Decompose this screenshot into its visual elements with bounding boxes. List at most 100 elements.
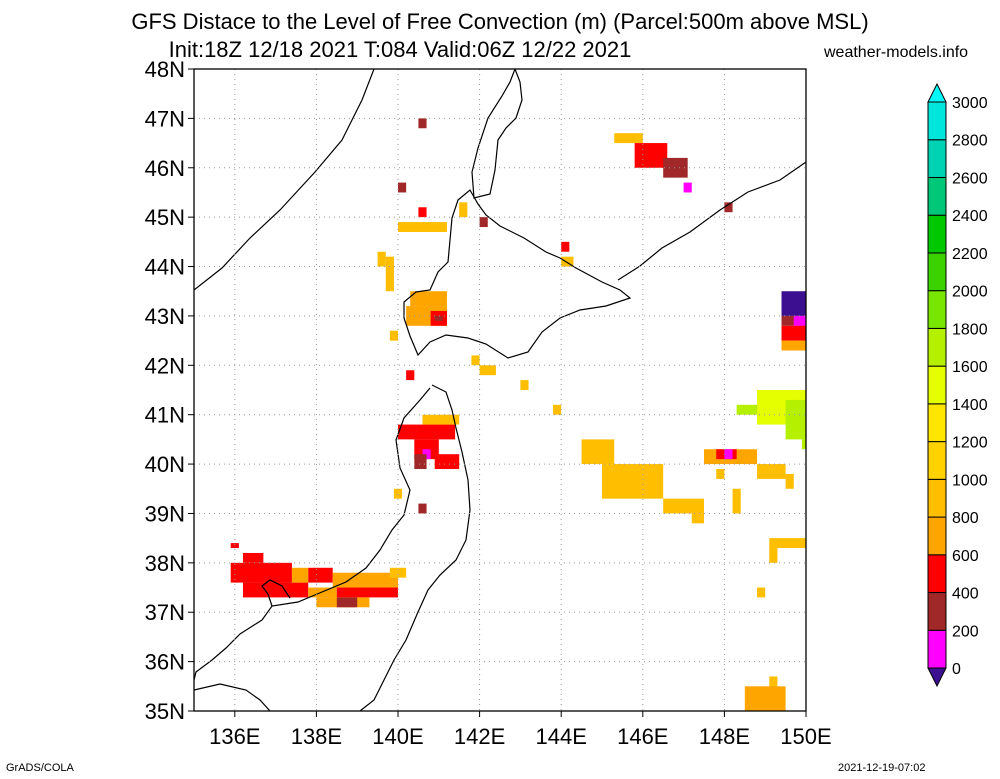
colorbar-label: 2400 [952, 208, 988, 225]
field-cell [785, 473, 794, 489]
lon-label: 138E [291, 724, 342, 749]
field-cell [308, 587, 337, 598]
lon-label: 136E [209, 724, 260, 749]
lat-label: 37N [145, 600, 185, 625]
colorbar-segment [927, 176, 947, 216]
coastline-continent [194, 69, 375, 291]
field-cell [724, 202, 733, 213]
field-cell [389, 330, 398, 341]
coastline-noto [261, 579, 291, 607]
field-cell [230, 543, 239, 549]
field-cell [418, 503, 427, 514]
field-cell [410, 291, 447, 307]
coastlines [194, 69, 806, 711]
field-cell [230, 562, 292, 583]
plot-frame [193, 68, 807, 712]
field-cell [479, 365, 496, 376]
field-cell [398, 182, 407, 193]
field-cell [377, 251, 386, 267]
field-cell [418, 118, 427, 129]
colorbar-label: 1600 [952, 359, 988, 376]
field-cell [398, 222, 447, 232]
field-cell [781, 340, 806, 351]
colorbar-segment [927, 554, 947, 594]
field-cell [724, 449, 733, 460]
lon-labels: 136E 138E 140E 142E 144E 146E 148E 150E [209, 724, 832, 749]
field-cell [332, 572, 398, 588]
lat-label: 44N [145, 255, 185, 280]
field-cell [398, 424, 456, 440]
colorbar-label: 400 [952, 586, 979, 603]
colorbar-segment [927, 365, 947, 405]
colorbar-segment [927, 327, 947, 367]
colorbar-segment [927, 214, 947, 254]
field-cell [406, 370, 415, 381]
lat-label: 46N [145, 156, 185, 181]
field-cell [308, 567, 333, 583]
colorbar-label: 3000 [952, 95, 988, 112]
lat-label: 36N [145, 650, 185, 675]
map-title: GFS Distace to the Level of Free Convect… [131, 9, 869, 34]
colorbar-segment [927, 403, 947, 443]
lon-label: 150E [780, 724, 831, 749]
field-cell [561, 256, 574, 267]
field-cell [336, 597, 358, 608]
lon-label: 142E [454, 724, 505, 749]
colorbar-segment [927, 290, 947, 329]
field-cell [553, 404, 562, 415]
colorbar-label: 2200 [952, 246, 988, 263]
field-cell [581, 439, 615, 465]
lon-label: 140E [372, 724, 423, 749]
field-cell [520, 380, 529, 390]
coastline-kuril [617, 161, 806, 281]
field-cell [663, 157, 688, 178]
field-cell [744, 686, 786, 711]
lat-label: 35N [145, 699, 185, 724]
field-cell [663, 498, 704, 514]
field-cell [434, 315, 443, 321]
map-subtitle: Init:18Z 12/18 2021 T:084 Valid:06Z 12/2… [168, 37, 632, 62]
field-cell [434, 454, 460, 470]
lat-label: 42N [145, 353, 185, 378]
field-cell [781, 291, 806, 316]
field-cell [459, 202, 468, 218]
field-cell [781, 325, 806, 341]
colorbar-label: 2000 [952, 284, 988, 301]
field-cell [801, 439, 806, 450]
field-cell [393, 488, 403, 499]
field-cell [422, 414, 460, 425]
field-cell [471, 355, 480, 366]
coastline-south [194, 683, 271, 711]
field-cell [716, 469, 725, 479]
field-cell [336, 587, 398, 598]
colorbar-segment [927, 478, 947, 518]
coastline-honshu-west [194, 387, 431, 681]
field-cell [683, 182, 692, 193]
field-cell [479, 217, 488, 228]
colorbar-segment [927, 592, 947, 631]
field-cell [757, 464, 786, 479]
lon-label: 148E [699, 724, 750, 749]
footer-right: 2021-12-19-07:02 [838, 762, 926, 774]
field-cell [614, 133, 643, 144]
colorbar-label: 1800 [952, 321, 988, 338]
colorbar-bottom-arrow [927, 667, 947, 688]
colorbar-top-arrow [927, 82, 947, 103]
lat-label: 41N [145, 403, 185, 428]
colorbar-label: 2800 [952, 133, 988, 150]
field-cell [691, 513, 704, 524]
field-cell [414, 454, 427, 470]
colorbar-label: 0 [952, 661, 961, 678]
colorbar-label: 600 [952, 548, 979, 565]
field-cell [785, 399, 806, 440]
field-cell [769, 676, 778, 692]
colorbar-label: 200 [952, 623, 979, 640]
lat-label: 48N [145, 57, 185, 82]
lat-label: 40N [145, 452, 185, 477]
lat-label: 43N [145, 304, 185, 329]
colorbar-segment [927, 101, 947, 141]
colorbar-segment [927, 516, 947, 556]
colorbar-label: 800 [952, 510, 979, 527]
field-cell [769, 548, 778, 563]
